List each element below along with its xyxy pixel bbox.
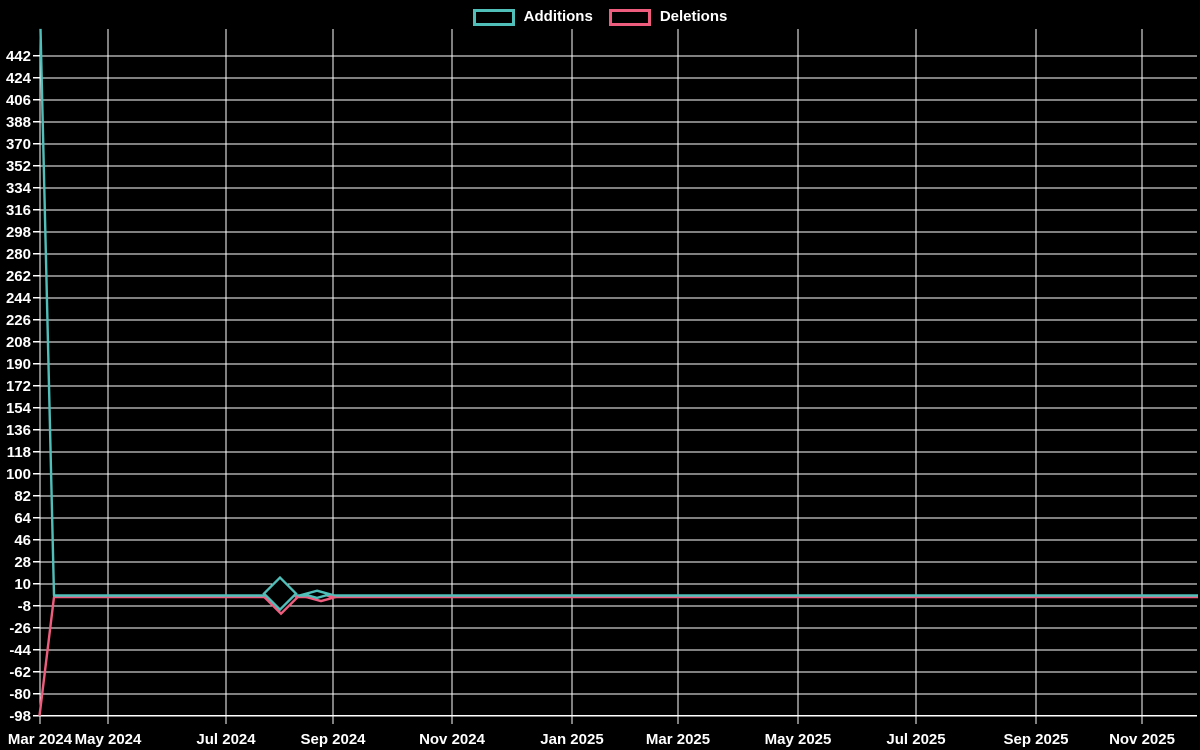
y-tick-label: 82 [14,488,31,505]
y-tick-label: -62 [9,664,31,681]
y-tick-label: 280 [6,246,31,263]
y-tick-label: 442 [6,48,31,65]
y-tick-label: 316 [6,202,31,219]
y-tick-label: 208 [6,334,31,351]
additions-swatch-icon [472,8,515,26]
additions-point-marker[interactable] [299,589,335,600]
x-tick-label: Mar 2024 [8,731,73,748]
y-tick-label: 172 [6,378,31,395]
deletions-swatch-icon [608,8,651,26]
y-tick-label: 118 [7,444,31,461]
x-tick-label: Sep 2025 [1003,731,1068,748]
y-tick-label: 226 [6,312,31,329]
y-tick-label: 334 [6,180,32,197]
y-tick-label: 424 [6,70,32,87]
y-tick-label: 244 [6,290,32,307]
x-tick-label: Nov 2025 [1109,731,1175,748]
x-tick-label: Jul 2024 [196,731,256,748]
additions-point-marker[interactable] [262,575,298,612]
deletions-line[interactable] [38,595,1199,716]
y-tick-label: 10 [14,576,31,593]
x-tick-label: Nov 2024 [419,731,486,748]
y-tick-label: 262 [6,268,31,285]
y-tick-label: -44 [9,642,31,659]
legend-label-additions: Additions [523,8,593,25]
y-tick-label: 136 [6,422,31,439]
additions-line[interactable] [39,28,1199,597]
y-tick-label: -98 [9,708,31,725]
y-tick-label: 406 [6,92,31,109]
y-tick-label: 46 [14,532,31,549]
y-tick-label: 28 [14,554,31,571]
x-tick-label: May 2024 [75,731,142,748]
y-tick-label: -80 [9,686,31,703]
legend-label-deletions: Deletions [659,8,728,25]
y-tick-label: -26 [9,620,31,637]
x-tick-label: Sep 2024 [300,731,366,748]
y-tick-label: 352 [6,158,31,175]
legend-item-deletions[interactable]: Deletions [608,8,728,26]
y-tick-label: 298 [6,224,31,241]
y-tick-label: 100 [6,466,31,483]
legend-item-additions[interactable]: Additions [472,8,593,26]
chart-legend: Additions Deletions [0,8,1200,26]
y-tick-label: 370 [6,136,31,153]
y-tick-label: 190 [6,356,31,373]
x-tick-label: Jan 2025 [540,731,603,748]
y-tick-label: -8 [18,598,31,615]
x-tick-label: Mar 2025 [646,731,710,748]
x-tick-label: Jul 2025 [886,731,945,748]
y-tick-label: 388 [6,114,31,131]
x-tick-label: May 2025 [765,731,832,748]
y-tick-label: 154 [6,400,32,417]
y-tick-label: 64 [14,510,31,527]
